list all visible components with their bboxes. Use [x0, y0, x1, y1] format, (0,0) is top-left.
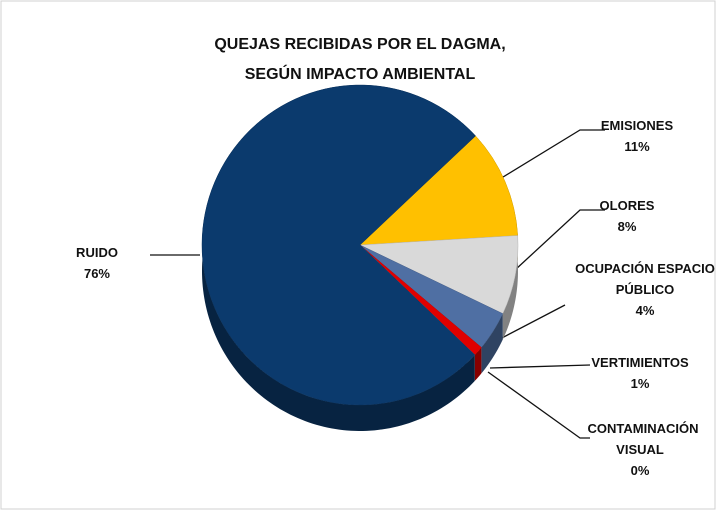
data-label: OCUPACIÓN ESPACIO PÚBLICO 4%: [570, 258, 716, 321]
chart-title: QUEJAS RECIBIDAS POR EL DAGMA, SEGÚN IMP…: [214, 36, 506, 83]
category-label: VERTIMIENTOS: [591, 355, 689, 370]
value-label: 11%: [624, 139, 650, 154]
slice-side: [502, 235, 518, 340]
category-label: CONTAMINACIÓN VISUAL: [587, 421, 699, 457]
category-label: OCUPACIÓN ESPACIO PÚBLICO: [575, 261, 715, 297]
slice-side: [474, 347, 482, 381]
data-label: OLORES 8%: [600, 195, 655, 237]
leader-line: [487, 371, 590, 439]
slice: [359, 135, 518, 246]
category-label: OLORES: [599, 198, 655, 213]
slice: [201, 84, 476, 406]
data-label: RUIDO 76%: [76, 242, 118, 284]
value-label: 1%: [630, 376, 650, 391]
category-label: RUIDO: [76, 245, 118, 260]
data-label: EMISIONES 11%: [601, 115, 673, 157]
value-label: 4%: [635, 303, 655, 318]
data-label: VERTIMIENTOS 1%: [591, 352, 688, 394]
data-label: CONTAMINACIÓN VISUAL 0%: [587, 418, 699, 481]
leader-line: [489, 364, 591, 369]
slice-side: [481, 313, 503, 374]
value-label: 8%: [617, 219, 637, 234]
leader-line: [489, 129, 605, 186]
leader-lines: [150, 129, 605, 439]
value-label: 76%: [83, 266, 111, 281]
leader-line: [497, 304, 566, 341]
value-label: 0%: [630, 463, 650, 478]
leader-line: [514, 209, 605, 271]
category-label: EMISIONES: [600, 118, 674, 133]
